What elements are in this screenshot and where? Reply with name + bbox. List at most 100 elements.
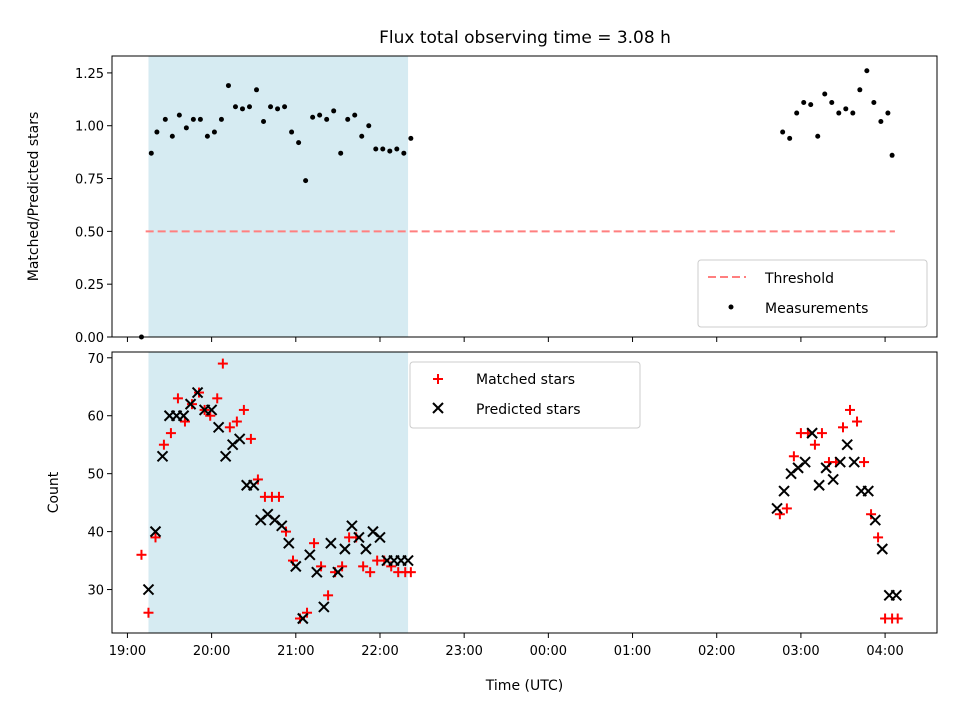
predicted-stars-points (142, 386, 903, 625)
x-tick-label: 20:00 (193, 644, 230, 659)
predicted-star-point (827, 473, 839, 486)
measurement-point (268, 104, 274, 110)
measurement-point (296, 140, 302, 146)
matched-star-point (302, 607, 313, 618)
predicted-star-point (360, 543, 372, 555)
predicted-star-point (771, 502, 783, 515)
measurement-point (317, 112, 323, 118)
predicted-star-point (191, 386, 204, 399)
x-tick-label: 19:00 (109, 644, 146, 659)
predicted-star-point (177, 410, 190, 422)
measurement-point (857, 87, 863, 93)
measurement-point (850, 110, 856, 116)
measurement-point (836, 110, 842, 116)
measurement-point (162, 116, 168, 122)
measurement-point (239, 106, 245, 112)
predicted-star-point (304, 549, 316, 561)
predicted-star-point (813, 479, 825, 491)
predicted-star-point (353, 531, 365, 544)
predicted-star-point (876, 543, 888, 555)
bottom-y-ticks: 30 40 50 60 70 (87, 352, 112, 599)
matched-star-point (280, 526, 291, 537)
matched-star-point (245, 433, 256, 444)
measurement-point (401, 150, 407, 156)
predicted-star-point (834, 456, 846, 468)
predicted-legend-label: Predicted stars (476, 402, 581, 418)
measurement-point (148, 150, 154, 156)
measurement-point (345, 116, 351, 122)
measurement-point (261, 118, 267, 124)
matched-star-point (405, 567, 416, 578)
predicted-star-point (205, 404, 218, 416)
chart-title: Flux total observing time = 3.08 h (379, 28, 671, 48)
top-observing-window-shade (148, 56, 409, 337)
bottom-legend: Matched stars Predicted stars (409, 361, 641, 429)
predicted-star-point (219, 450, 232, 462)
predicted-star-point (248, 479, 260, 491)
measurement-point (218, 116, 224, 122)
matched-star-point (358, 561, 369, 572)
measurement-point (331, 108, 337, 114)
measurement-point (303, 178, 309, 184)
matched-star-point (859, 457, 870, 468)
matched-star-point (143, 607, 154, 618)
measurement-point (387, 148, 393, 154)
top-y-tick-label: 0.50 (75, 225, 104, 240)
matched-star-point (165, 428, 176, 439)
bottom-y-tick-label: 40 (87, 526, 104, 541)
predicted-star-point (806, 427, 818, 439)
x-tick-label: 02:00 (698, 644, 735, 659)
predicted-star-point (374, 531, 386, 544)
matched-legend-label: Matched stars (476, 372, 575, 388)
matched-star-point (892, 613, 903, 624)
predicted-star-point (848, 456, 860, 468)
matched-star-point (136, 549, 147, 560)
x-tick-label: 04:00 (866, 644, 903, 659)
bottom-axes-frame (111, 351, 938, 634)
measurement-point (289, 129, 295, 135)
predicted-star-point (332, 566, 344, 578)
measurement-point (889, 152, 895, 158)
predicted-star-point (318, 601, 330, 613)
measurement-point (808, 102, 814, 108)
bottom-x-ticks: 19:00 20:00 21:00 22:00 23:00 00:00 01:00 02:00… (109, 337, 904, 659)
measurement-point (254, 87, 260, 93)
measurement-point (154, 129, 160, 135)
matched-star-point (158, 439, 169, 450)
top-y-tick-label: 1.00 (75, 120, 104, 135)
measurements-legend-label: Measurements (765, 301, 868, 317)
measurement-point (801, 99, 807, 105)
matched-star-point (224, 422, 235, 433)
matched-star-point (316, 561, 327, 572)
x-tick-label: 03:00 (782, 644, 819, 659)
predicted-star-point (212, 421, 225, 434)
top-y-tick-label: 1.25 (75, 67, 104, 82)
measurement-point (822, 91, 828, 97)
predicted-star-point (184, 398, 197, 410)
measurement-point (275, 106, 281, 112)
top-y-tick-label: 0.00 (75, 331, 104, 346)
x-tick-label: 01:00 (614, 644, 651, 659)
x-tick-label: 23:00 (445, 644, 482, 659)
measurement-point (310, 114, 316, 120)
bottom-y-tick-label: 60 (87, 410, 104, 425)
predicted-star-point (290, 560, 302, 573)
bottom-y-tick-label: 70 (87, 352, 104, 367)
predicted-star-point (142, 583, 155, 596)
measurement-point (183, 125, 189, 131)
matched-star-point (212, 393, 223, 404)
predicted-star-point (346, 520, 358, 532)
predicted-star-point (149, 525, 162, 538)
predicted-star-point (841, 438, 853, 451)
matched-star-point (273, 491, 284, 502)
measurement-point (787, 135, 793, 141)
predicted-star-point (156, 450, 169, 462)
predicted-star-point (283, 537, 295, 549)
predicted-star-point (402, 554, 414, 567)
predicted-star-point (869, 514, 881, 526)
predicted-star-point (297, 612, 309, 625)
measurement-point (794, 110, 800, 116)
top-legend-box (697, 259, 928, 328)
measurement-point (282, 104, 288, 110)
measurement-point (338, 150, 344, 156)
